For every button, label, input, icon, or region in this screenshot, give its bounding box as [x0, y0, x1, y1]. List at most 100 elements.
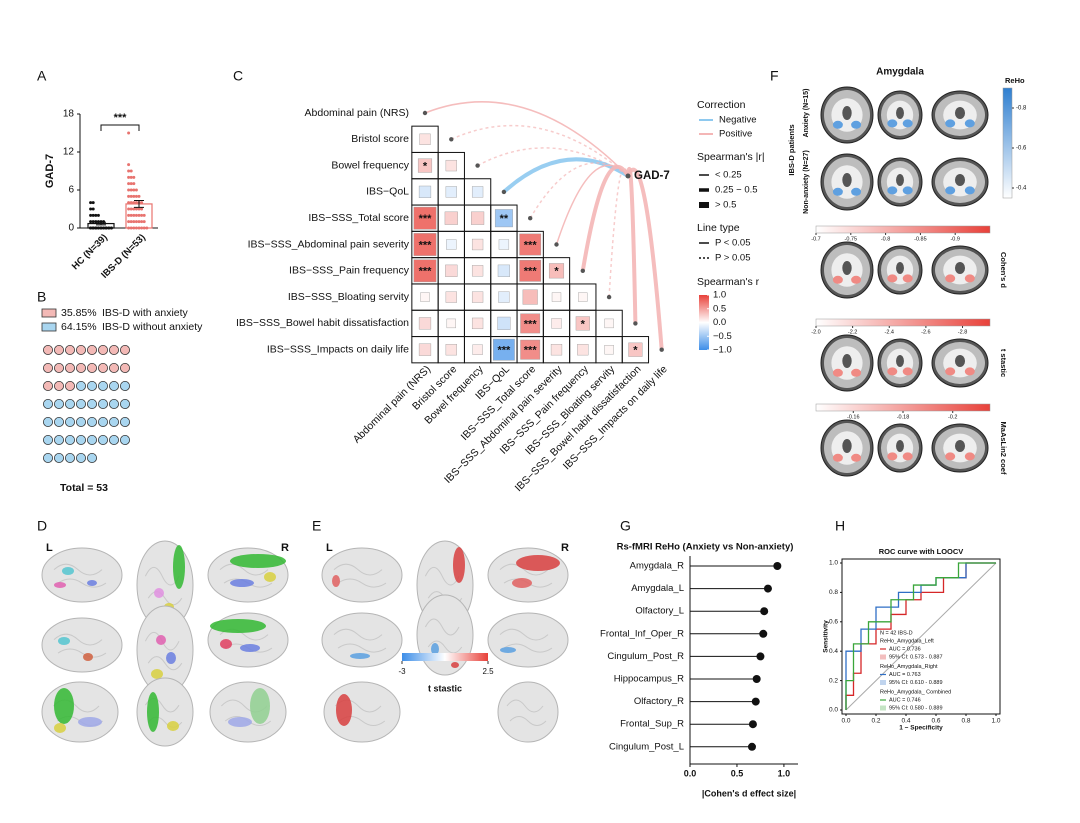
colorbar-tick-label: 2.5	[482, 667, 494, 676]
diagonal-dot	[501, 189, 507, 195]
brain-slice-core	[896, 440, 904, 452]
gad7-link	[608, 167, 629, 298]
row-label: IBS−QoL	[366, 186, 409, 198]
waffle-cell	[54, 416, 65, 427]
colorbar-title: t stastic	[428, 683, 462, 693]
data-point	[142, 220, 146, 224]
significance-star: *	[581, 318, 586, 330]
brain-slice-core	[842, 173, 852, 187]
colorbar-tick-label: -0.18	[897, 414, 910, 420]
cell	[445, 264, 458, 277]
data-point	[127, 226, 131, 230]
data-point	[89, 220, 93, 224]
data-point	[137, 207, 141, 211]
legend-label: IBS-D without anxiety	[102, 321, 203, 333]
brain	[41, 681, 119, 743]
category-label: Olfactory_L	[635, 606, 684, 617]
gad7-link	[450, 124, 629, 177]
data-point	[137, 226, 141, 230]
brain	[323, 681, 401, 743]
waffle-cell	[43, 452, 54, 463]
waffle-cell	[54, 398, 65, 409]
cell	[420, 292, 430, 302]
legend-label: AUC = 0.746	[889, 697, 921, 703]
hemisphere-label: L	[46, 542, 53, 554]
panel-label: B	[37, 289, 46, 305]
x-tick-label: 0.8	[961, 718, 970, 725]
significance-star: *	[633, 345, 638, 357]
waffle-cell	[98, 416, 109, 427]
cell	[520, 313, 541, 334]
significance-star: *	[423, 161, 428, 173]
colorbar	[815, 403, 991, 412]
diagonal-dot	[580, 268, 585, 273]
activation	[902, 274, 913, 283]
legend-title: Line type	[697, 222, 740, 234]
brain-region	[54, 688, 74, 724]
cell	[418, 185, 432, 199]
activation	[832, 187, 843, 196]
gad7-link	[555, 164, 629, 245]
significance-star: ***	[524, 239, 538, 251]
activation	[851, 368, 862, 377]
activation	[832, 120, 843, 129]
brain-sulci	[53, 633, 107, 658]
data-point	[129, 226, 133, 230]
activation	[945, 119, 956, 128]
brain-slice-core	[896, 355, 904, 367]
activation	[945, 186, 956, 195]
data-point	[134, 207, 138, 211]
waffle-cell	[43, 380, 54, 391]
data-point	[127, 207, 131, 211]
colorbar-tick-label: -0.75	[845, 236, 858, 242]
waffle-cell	[87, 416, 98, 427]
cell	[471, 317, 484, 330]
row-label: Bristol score	[351, 133, 409, 145]
cell	[445, 186, 457, 198]
brain-region	[500, 647, 516, 653]
brain-sulci	[333, 563, 387, 588]
brain-slice-core	[896, 107, 904, 119]
data-point	[140, 213, 144, 217]
data-point	[129, 201, 133, 205]
data-point	[129, 182, 133, 186]
colorbar	[699, 295, 709, 350]
data-point	[140, 220, 144, 224]
data-point	[132, 201, 136, 205]
brain-slice-core	[896, 174, 904, 186]
waffle-cell	[98, 344, 109, 355]
y-tick-label: 12	[63, 147, 75, 158]
waffle-cell	[120, 398, 131, 409]
activation	[902, 186, 913, 195]
data-point	[134, 226, 138, 230]
category-label: Olfactory_R	[634, 696, 684, 707]
cell	[551, 292, 562, 302]
y-tick-label: 18	[63, 109, 75, 120]
colorbar-tick-label: 1.0	[713, 290, 726, 301]
waffle-cell	[43, 398, 54, 409]
significance-star: ***	[419, 266, 433, 278]
colorbar	[815, 225, 991, 234]
cell	[548, 263, 565, 279]
brain-slice-core	[842, 261, 852, 275]
brain-region	[147, 692, 159, 732]
brain-sulci	[333, 628, 387, 653]
legend-label: Positive	[719, 129, 752, 140]
row-label: Non-anxiety (N=27)	[803, 150, 810, 214]
legend-value: 64.15%	[61, 321, 97, 333]
gad7-link	[626, 167, 638, 324]
panel-label: C	[233, 68, 243, 84]
cell	[471, 211, 485, 225]
significance-star: ***	[524, 266, 538, 278]
activation	[832, 275, 843, 284]
legend-band	[880, 680, 886, 685]
cell	[418, 343, 432, 356]
data-point	[132, 182, 136, 186]
diagonal-dot	[659, 347, 664, 352]
cell	[604, 345, 614, 355]
brain-region	[512, 578, 532, 588]
activation	[851, 275, 862, 284]
data-point	[129, 188, 133, 192]
row-label: Bowel frequency	[331, 159, 409, 171]
row-label: IBS−SSS_Pain frequency	[289, 265, 410, 277]
